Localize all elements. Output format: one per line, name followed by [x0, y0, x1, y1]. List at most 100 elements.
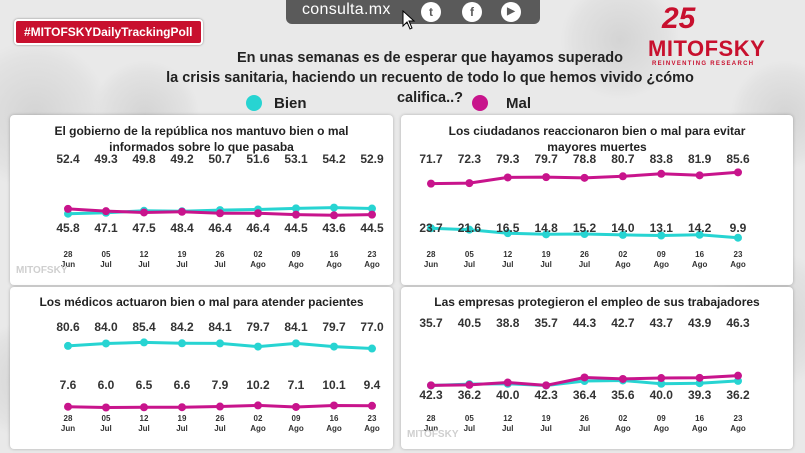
data-label: 9.4 [364, 378, 381, 392]
data-point [542, 230, 551, 239]
watermark: MITOFSKY [16, 265, 68, 276]
logo-number: 25 [662, 2, 696, 35]
youtube-icon[interactable]: ▶ [501, 2, 521, 22]
data-point [102, 403, 110, 412]
data-point [618, 230, 627, 239]
data-point [64, 204, 72, 213]
data-label: 14.8 [534, 221, 558, 235]
tick-label: 28 Jun [424, 250, 438, 269]
data-point [178, 403, 186, 412]
data-label: 52.4 [56, 152, 80, 166]
data-point [64, 341, 72, 350]
data-point [657, 374, 666, 383]
data-point [580, 373, 589, 382]
line-chart: 23.7 21.6 16.5 14.8 15.2 14.0 13.1 14.2 9.9 71.7 7… [419, 152, 750, 269]
site-link[interactable]: consulta.mx [302, 1, 391, 18]
data-point [292, 339, 300, 348]
data-label: 84.1 [208, 320, 232, 334]
data-point [330, 203, 338, 212]
data-point [503, 173, 512, 182]
legend-bien-label: Bien [274, 95, 307, 112]
data-label: 49.2 [170, 152, 194, 166]
data-point [580, 230, 589, 239]
data-point [216, 339, 224, 348]
data-point [618, 374, 627, 383]
data-point [542, 173, 551, 182]
data-label: 35.7 [419, 316, 443, 330]
data-point [368, 204, 376, 213]
data-label: 40.0 [496, 388, 520, 402]
data-label: 43.6 [322, 221, 346, 235]
data-label: 77.0 [360, 320, 384, 334]
data-label: 38.8 [496, 316, 520, 330]
data-point [254, 342, 262, 351]
data-label: 6.6 [174, 378, 191, 392]
chart-title: Los ciudadanos reaccionaron bien o mal p… [448, 124, 746, 154]
data-label: 80.7 [611, 152, 635, 166]
data-label: 80.6 [56, 320, 80, 334]
data-point [292, 204, 300, 213]
legend-mal-marker [472, 95, 488, 111]
data-point [330, 401, 338, 410]
data-label: 15.2 [573, 221, 597, 235]
data-point [503, 229, 512, 238]
data-label: 42.3 [419, 388, 443, 402]
data-label: 42.3 [534, 388, 558, 402]
legend-bien-marker [246, 95, 262, 111]
data-point [734, 371, 742, 380]
data-label: 47.5 [132, 221, 156, 235]
tick-label: 02 Ago [250, 414, 266, 433]
tick-label: 19 Jul [176, 250, 188, 269]
data-label: 42.7 [611, 316, 635, 330]
tick-label: 23 Ago [730, 250, 746, 269]
facebook-icon[interactable]: f [462, 2, 482, 22]
tick-label: 09 Ago [288, 414, 304, 433]
chart-title: Las empresas protegieron el empleo de su… [434, 295, 760, 309]
data-label: 14.2 [688, 221, 712, 235]
tick-label: 05 Jul [100, 414, 112, 433]
data-point [368, 344, 376, 353]
tick-label: 09 Ago [288, 250, 304, 269]
data-point [330, 211, 338, 220]
data-point [427, 224, 435, 233]
tick-label: 05 Jul [100, 250, 112, 269]
data-label: 78.8 [573, 152, 597, 166]
data-point [657, 231, 666, 240]
tick-label: 16 Ago [692, 250, 708, 269]
data-point [465, 179, 474, 188]
data-label: 44.5 [284, 221, 308, 235]
tick-label: 02 Ago [615, 414, 631, 433]
tick-label: 26 Jul [214, 414, 226, 433]
chart-title: Los médicos actuaron bien o mal para ate… [39, 295, 364, 309]
tick-label: 12 Jul [138, 414, 150, 433]
hashtag-badge: #MITOFSKYDailyTrackingPoll [14, 19, 203, 45]
data-label: 85.4 [132, 320, 156, 334]
logo-tagline: REINVENTING RESEARCH [652, 61, 755, 67]
data-point [618, 172, 627, 181]
data-label: 40.5 [458, 316, 482, 330]
tick-label: 12 Jul [138, 250, 150, 269]
data-label: 45.8 [56, 221, 80, 235]
data-label: 84.1 [284, 320, 308, 334]
data-label: 23.7 [419, 221, 443, 235]
twitter-icon[interactable]: t [421, 2, 441, 22]
data-label: 16.5 [496, 221, 520, 235]
data-label: 79.7 [322, 320, 346, 334]
data-point [368, 210, 376, 219]
data-label: 35.7 [534, 316, 558, 330]
data-label: 50.7 [208, 152, 232, 166]
data-label: 6.0 [98, 378, 115, 392]
tick-label: 19 Jul [540, 250, 552, 269]
data-point [580, 173, 589, 182]
data-point [64, 402, 72, 411]
tick-label: 28 Jun [61, 414, 75, 433]
page-title: En unas semanas es de esperar que hayamo… [150, 48, 710, 108]
data-point [140, 338, 148, 347]
tick-label: 12 Jul [502, 414, 514, 433]
data-point [368, 401, 376, 410]
line-chart: 45.8 47.1 49.8 49.2 50.7 51.6 53.1 54.2 52.9 52.4… [56, 152, 384, 269]
data-label: 47.1 [94, 221, 118, 235]
tick-label: 02 Ago [250, 250, 266, 269]
data-label: 21.6 [458, 221, 482, 235]
data-point [102, 339, 110, 348]
